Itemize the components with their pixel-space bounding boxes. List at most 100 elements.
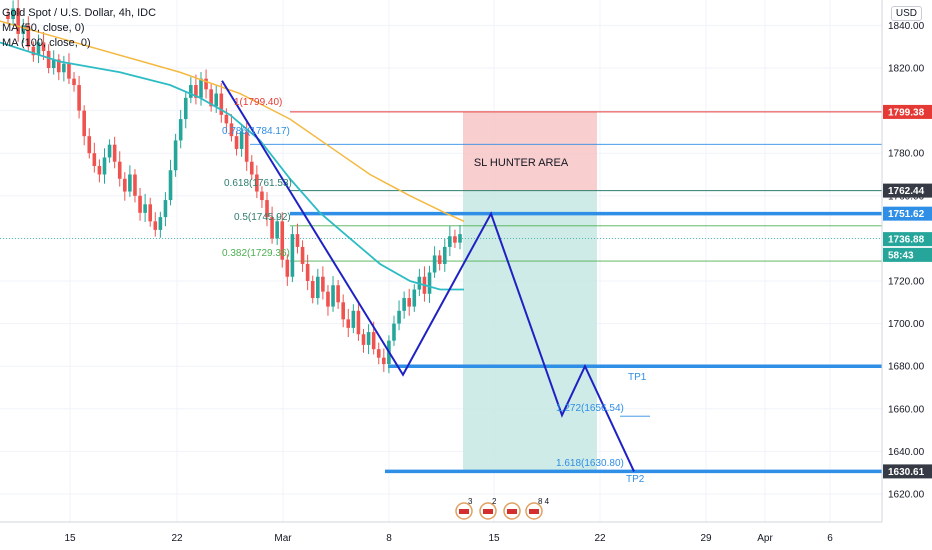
- candle-body: [295, 234, 300, 247]
- candle-body: [138, 195, 142, 213]
- price-tick-label: 1780.00: [888, 149, 925, 160]
- candle-body: [133, 174, 137, 196]
- fib618-price-tag: 1762.44: [888, 186, 925, 197]
- price-tick-label: 1820.00: [888, 64, 925, 75]
- candle-body: [366, 332, 371, 345]
- candle-body: [82, 110, 86, 137]
- annotations-layer: SL HUNTER AREA 1(1799.40) 0.786(1784.17) 0.…: [222, 97, 647, 485]
- candle-body: [6, 14, 10, 20]
- candle-body: [326, 291, 330, 307]
- time-axis[interactable]: 15 22 Mar 8 15 22 29 Apr 6: [0, 521, 882, 544]
- candle-body: [331, 285, 335, 307]
- candle-body: [219, 93, 224, 115]
- moving-averages: [0, 20, 465, 291]
- candle-body: [112, 144, 117, 162]
- candle-body: [290, 234, 295, 277]
- ma50-legend[interactable]: MA (50, close, 0): [2, 22, 85, 34]
- candle-body: [209, 89, 213, 107]
- candle-body: [183, 97, 188, 120]
- target-zone: [463, 190, 597, 472]
- candles-layer: [6, 0, 462, 374]
- candle-body: [72, 78, 76, 86]
- chart-legend: Gold Spot / U.S. Dollar, 4h, IDC MA (50,…: [2, 6, 156, 51]
- fib-label-05: 0.5(1745.92): [234, 212, 291, 223]
- sl-price-tag: 1799.38: [888, 107, 925, 118]
- candle-body: [16, 8, 20, 34]
- candle-body: [448, 236, 452, 247]
- candle-body: [255, 174, 259, 192]
- tp2-price-tag-bg: [883, 464, 932, 479]
- time-tick-label: 22: [171, 533, 183, 544]
- time-tick-label: 6: [827, 533, 833, 544]
- candle-body: [249, 161, 254, 175]
- candle-body: [397, 310, 401, 324]
- price-tick-label: 1720.00: [888, 277, 925, 288]
- candle-body: [21, 25, 26, 34]
- candle-body: [117, 161, 122, 179]
- countdown-tag-bg: [883, 247, 932, 262]
- candle-body: [442, 246, 447, 264]
- fib-label-0382: 0.382(1729.36): [222, 248, 290, 259]
- candle-body: [356, 310, 361, 335]
- candle-body: [128, 174, 132, 192]
- candle-body: [148, 204, 153, 222]
- candle-body: [97, 165, 102, 175]
- candle-body: [336, 285, 340, 303]
- candle-body: [102, 157, 107, 175]
- candle-body: [77, 85, 81, 111]
- fib-label-1: 1(1799.40): [234, 97, 282, 108]
- candle-body: [41, 42, 46, 51]
- time-tick-label: Apr: [757, 533, 773, 544]
- candle-body: [437, 255, 442, 264]
- event-flag-icon: [483, 509, 493, 514]
- candle-body: [275, 221, 279, 239]
- candle-body: [300, 246, 305, 264]
- candle-body: [265, 200, 269, 218]
- time-tick-label: 29: [700, 533, 712, 544]
- candle-body: [107, 144, 112, 158]
- candle-body: [427, 272, 432, 294]
- candle-body: [382, 357, 386, 365]
- candle-body: [234, 136, 239, 149]
- candle-body: [87, 136, 92, 154]
- candle-body: [321, 276, 325, 292]
- ma50-line: [0, 41, 464, 291]
- time-tick-label: 8: [386, 533, 392, 544]
- candle-body: [189, 85, 193, 98]
- event-flag-icon: [459, 509, 469, 514]
- event-badge-count: 8 4: [538, 497, 550, 506]
- candle-body: [153, 221, 158, 230]
- symbol-title[interactable]: Gold Spot / U.S. Dollar, 4h, IDC: [2, 7, 157, 19]
- candle-body: [168, 170, 173, 201]
- time-tick-label: 15: [488, 533, 500, 544]
- candle-body: [11, 8, 15, 20]
- ma100-legend[interactable]: MA (100, close, 0): [2, 37, 91, 49]
- event-badges[interactable]: 3 2 8 4: [455, 497, 550, 520]
- candle-body: [92, 153, 97, 166]
- price-tick-label: 1640.00: [888, 447, 925, 458]
- candle-body: [305, 263, 310, 281]
- price-levels: [0, 111, 882, 474]
- price-tick-label: 1660.00: [888, 404, 925, 415]
- candle-body: [453, 236, 457, 243]
- event-flag-icon: [529, 509, 539, 514]
- candle-body: [67, 63, 71, 79]
- candle-body: [239, 131, 244, 149]
- candle-body: [376, 349, 381, 358]
- candle-body: [204, 78, 208, 90]
- risk-reward-zones: [463, 111, 597, 472]
- candle-body: [310, 281, 315, 299]
- price-tick-label: 1700.00: [888, 319, 925, 330]
- currency-button[interactable]: USD: [890, 6, 922, 21]
- entry-price-tag-bg: [883, 206, 932, 221]
- candle-body: [173, 140, 178, 171]
- current-price-tag: 1736.88: [888, 235, 925, 246]
- candle-body: [224, 114, 229, 124]
- candle-body: [123, 178, 127, 192]
- price-axis[interactable]: 1620.00 1640.00 1660.00 1680.00 1700.00 1720.…: [881, 0, 932, 522]
- entry-price-tag: 1751.62: [888, 209, 925, 220]
- projection-pattern: [221, 80, 635, 472]
- candle-body: [285, 259, 290, 277]
- candle-body: [392, 323, 396, 341]
